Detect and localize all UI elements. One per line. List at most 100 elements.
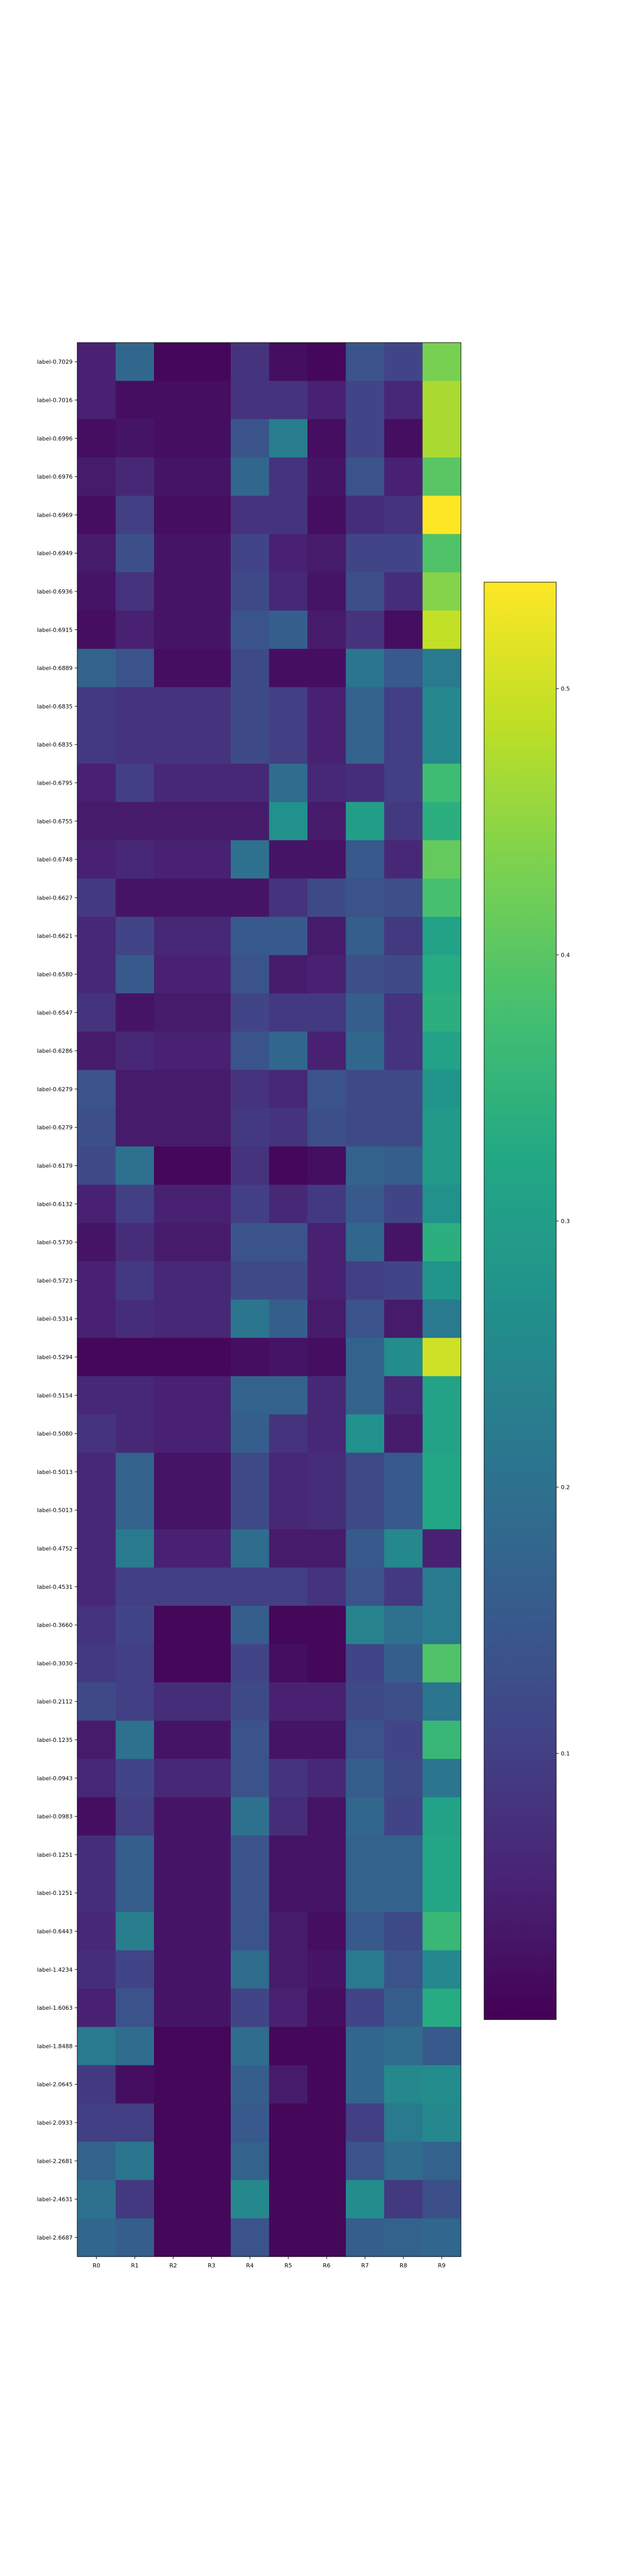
heatmap-cell xyxy=(307,1376,347,1415)
heatmap-cell xyxy=(77,1223,116,1262)
heatmap-cell xyxy=(77,1912,116,1951)
heatmap-cell xyxy=(77,1835,116,1874)
heatmap-cell xyxy=(77,1759,116,1798)
heatmap-cell xyxy=(307,955,347,994)
heatmap-cell xyxy=(115,1031,154,1071)
heatmap-cell xyxy=(346,1223,385,1262)
heatmap-cell xyxy=(231,1223,270,1262)
heatmap-cell xyxy=(115,1184,154,1224)
heatmap-cell xyxy=(346,1759,385,1798)
heatmap-cell xyxy=(384,1108,423,1147)
column-label: R0 xyxy=(93,2262,100,2269)
heatmap-cell xyxy=(77,1644,116,1683)
heatmap-cell xyxy=(115,955,154,994)
heatmap-cell xyxy=(154,1912,193,1951)
heatmap-cell xyxy=(422,1529,461,1568)
row-label: label-0.0943 xyxy=(37,1775,73,1782)
heatmap-cell xyxy=(231,1031,270,1071)
heatmap-cell xyxy=(154,1184,193,1224)
heatmap-cell xyxy=(231,687,270,726)
heatmap-cell xyxy=(77,1031,116,1071)
row-label: label-1.6063 xyxy=(37,2005,73,2011)
heatmap-cell xyxy=(422,1070,461,1109)
heatmap-cell xyxy=(346,993,385,1032)
colorbar-tick-label: 0.4 xyxy=(561,952,570,958)
heatmap-cell xyxy=(154,764,193,803)
heatmap-cell xyxy=(77,687,116,726)
heatmap-cell xyxy=(269,725,308,764)
heatmap-cell xyxy=(115,802,154,841)
heatmap-cell xyxy=(384,457,423,496)
row-label: label-0.2112 xyxy=(37,1699,73,1705)
heatmap-cell xyxy=(192,1644,231,1683)
heatmap-cell xyxy=(192,917,231,956)
heatmap-cell xyxy=(384,1567,423,1606)
heatmap-cell xyxy=(77,1874,116,1912)
row-label: label-0.5013 xyxy=(37,1507,73,1514)
heatmap-cell xyxy=(422,1682,461,1721)
heatmap-cell xyxy=(115,993,154,1032)
heatmap-cell xyxy=(231,2103,270,2142)
heatmap-cell xyxy=(77,572,116,611)
heatmap-cell xyxy=(422,1950,461,1989)
heatmap-cell xyxy=(154,496,193,535)
heatmap-cell xyxy=(192,381,231,420)
heatmap-cell xyxy=(269,496,308,535)
row-label: label-0.5730 xyxy=(37,1239,73,1246)
heatmap-cell xyxy=(269,687,308,726)
heatmap-cell xyxy=(77,1452,116,1492)
row-label: label-2.4631 xyxy=(37,2196,73,2203)
heatmap-cell xyxy=(269,1644,308,1683)
heatmap-cell xyxy=(422,419,461,458)
heatmap-cell xyxy=(422,381,461,420)
heatmap-cell xyxy=(231,1759,270,1798)
heatmap-cell xyxy=(307,1414,347,1453)
row-label: label-0.7029 xyxy=(37,359,73,365)
heatmap-cell xyxy=(231,1912,270,1951)
heatmap-cell xyxy=(77,1261,116,1300)
heatmap-cell xyxy=(384,2065,423,2104)
heatmap-cell xyxy=(115,1452,154,1492)
heatmap-cell xyxy=(154,381,193,420)
heatmap-cell xyxy=(346,457,385,496)
heatmap-cell xyxy=(384,2142,423,2180)
heatmap-cell xyxy=(422,2218,461,2257)
heatmap-cell xyxy=(192,1223,231,1262)
heatmap-cell xyxy=(192,1108,231,1147)
heatmap-cell xyxy=(231,917,270,956)
heatmap-cell xyxy=(269,2180,308,2219)
heatmap-cell xyxy=(346,840,385,879)
colorbar-tick-label: 0.3 xyxy=(561,1218,570,1225)
heatmap-cell xyxy=(115,1720,154,1759)
heatmap-cell xyxy=(115,917,154,956)
heatmap-cell xyxy=(192,687,231,726)
heatmap-cell xyxy=(384,687,423,726)
heatmap-cell xyxy=(154,2180,193,2219)
heatmap-cell xyxy=(307,687,347,726)
heatmap-cell xyxy=(231,343,270,381)
heatmap-cell xyxy=(307,343,347,381)
heatmap-cell xyxy=(422,496,461,535)
heatmap-cell xyxy=(154,2103,193,2142)
heatmap-cell xyxy=(346,1414,385,1453)
heatmap-cell xyxy=(77,1529,116,1568)
column-label: R9 xyxy=(438,2262,445,2269)
heatmap-cell xyxy=(269,572,308,611)
heatmap-cell xyxy=(422,611,461,649)
heatmap-cell xyxy=(384,1682,423,1721)
heatmap-cell xyxy=(384,649,423,688)
heatmap-cell xyxy=(77,1797,116,1836)
heatmap-cell xyxy=(384,1452,423,1492)
heatmap-cell xyxy=(192,764,231,803)
heatmap-cell xyxy=(192,343,231,381)
heatmap-cell xyxy=(269,419,308,458)
heatmap-cell xyxy=(422,917,461,956)
heatmap-cell xyxy=(307,1912,347,1951)
heatmap-cell xyxy=(77,1184,116,1224)
row-label: label-0.6132 xyxy=(37,1201,73,1208)
heatmap-cell xyxy=(192,2142,231,2180)
heatmap-cell xyxy=(269,1605,308,1645)
heatmap-cell xyxy=(77,1376,116,1415)
heatmap-cell xyxy=(269,1988,308,2027)
heatmap-cell xyxy=(307,1070,347,1109)
